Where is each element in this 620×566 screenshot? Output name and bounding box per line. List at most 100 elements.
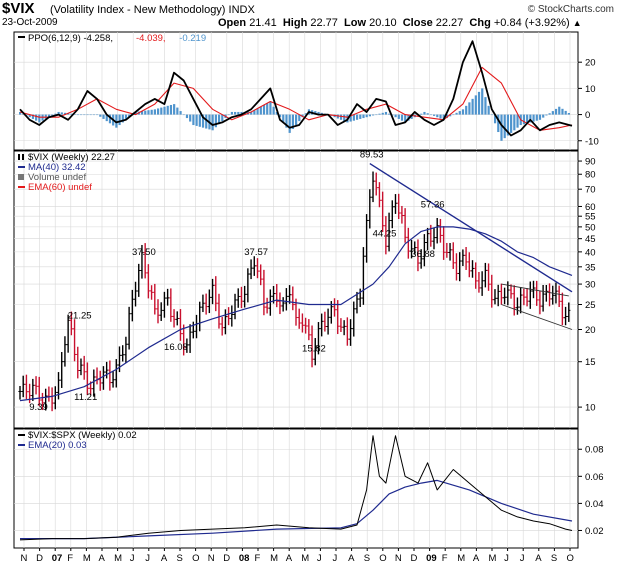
x-axis-month-label: 07 bbox=[52, 553, 63, 564]
ppo-histogram-bar bbox=[76, 114, 79, 116]
ppo-histogram-bar bbox=[384, 111, 388, 115]
ppo-histogram-bar bbox=[70, 113, 73, 115]
ppo-histogram-bar bbox=[487, 105, 490, 115]
ratio-ytick-label: 0.02 bbox=[585, 526, 604, 537]
ppo-histogram-bar bbox=[564, 110, 567, 115]
ppo-histogram-bar bbox=[105, 114, 108, 122]
bars-legend-swatch bbox=[22, 154, 24, 160]
ppo-legend-text: -0.219 bbox=[179, 33, 206, 44]
legend-swatch bbox=[18, 166, 25, 168]
ppo-histogram-bar bbox=[545, 114, 548, 116]
x-axis-month-label: S bbox=[364, 553, 370, 564]
low-label: Low bbox=[344, 17, 367, 29]
ppo-histogram-bar bbox=[291, 114, 294, 129]
price-legend-text: $VIX (Weekly) 22.27 bbox=[28, 152, 115, 163]
ppo-histogram-bar bbox=[465, 105, 468, 115]
price-annotation: 44.25 bbox=[373, 229, 397, 240]
open-label: Open bbox=[218, 17, 247, 29]
x-axis-month-label: S bbox=[551, 553, 557, 564]
ratio-legend-text: EMA(20) 0.03 bbox=[28, 440, 87, 451]
x-axis-month-label: J bbox=[317, 553, 322, 564]
ppo-histogram-bar bbox=[73, 114, 76, 115]
chg-label: Chg bbox=[469, 17, 491, 29]
ppo-histogram-bar bbox=[150, 109, 153, 115]
x-axis-month-label: N bbox=[208, 553, 215, 564]
ppo-histogram-bar bbox=[439, 114, 442, 119]
x-axis-month-label: O bbox=[567, 553, 574, 564]
price-legend-text: Volume undef bbox=[28, 172, 86, 183]
ppo-histogram-bar bbox=[176, 107, 179, 115]
price-ytick-label: 80 bbox=[585, 170, 596, 181]
ppo-histogram-bar bbox=[189, 114, 192, 122]
ppo-histogram-bar bbox=[343, 114, 346, 122]
x-axis-month-label: S bbox=[177, 553, 183, 564]
ppo-histogram-bar bbox=[160, 107, 163, 115]
up-arrow-icon: ▲ bbox=[572, 18, 582, 28]
x-axis-month-label: A bbox=[286, 553, 293, 564]
ratio-legend-swatch bbox=[18, 444, 25, 446]
price-annotation: 89.53 bbox=[360, 150, 384, 161]
channel-top-line bbox=[501, 283, 569, 297]
ppo-histogram-bar bbox=[503, 114, 506, 139]
ppo-histogram-bar bbox=[60, 112, 63, 115]
ratio-panel-frame bbox=[13, 428, 579, 549]
ppo-histogram-bar bbox=[368, 114, 372, 117]
ppo-histogram-bar bbox=[214, 114, 217, 128]
ppo-histogram-bar bbox=[201, 114, 205, 128]
price-ytick-label: 35 bbox=[585, 262, 596, 273]
channel-bottom-line bbox=[501, 304, 573, 330]
ppo-histogram-bar bbox=[115, 114, 118, 128]
ppo-histogram-bar bbox=[298, 114, 301, 122]
ppo-histogram-bar bbox=[285, 114, 288, 128]
ppo-histogram-bar bbox=[355, 114, 359, 120]
x-axis-month-label: F bbox=[67, 553, 73, 564]
ppo-histogram-bar bbox=[118, 114, 121, 126]
ppo-legend-swatch bbox=[18, 36, 25, 38]
ppo-histogram-bar bbox=[217, 114, 221, 125]
ohlc-summary: Open 21.41 High 22.77 Low 20.10 Close 22… bbox=[218, 17, 582, 29]
ppo-histogram-bar bbox=[25, 114, 28, 116]
ppo-histogram-bar bbox=[128, 114, 131, 118]
price-ytick-label: 20 bbox=[585, 325, 596, 336]
price-legend-text: MA(40) 32.42 bbox=[28, 162, 86, 173]
price-annotation: 36.88 bbox=[411, 249, 435, 260]
x-axis-month-label: M bbox=[83, 553, 91, 564]
ppo-histogram-bar bbox=[47, 114, 51, 118]
ratio-ema-line bbox=[20, 479, 573, 540]
ppo-histogram-bar bbox=[256, 108, 259, 115]
ppo-histogram-bar bbox=[272, 106, 275, 115]
ppo-histogram-bar bbox=[538, 114, 542, 120]
ppo-histogram-bar bbox=[445, 114, 449, 119]
price-ytick-label: 40 bbox=[585, 247, 596, 258]
x-axis-month-label: A bbox=[348, 553, 355, 564]
x-axis-month-label: M bbox=[270, 553, 278, 564]
ppo-histogram-bar bbox=[558, 106, 561, 115]
ppo-histogram-bar bbox=[468, 102, 471, 115]
ppo-histogram-bar bbox=[140, 111, 144, 115]
ppo-histogram-bar bbox=[51, 114, 54, 116]
ppo-histogram-bar bbox=[410, 114, 413, 119]
price-annotation: 21.25 bbox=[68, 311, 92, 322]
ppo-histogram-bar bbox=[526, 114, 529, 124]
ppo-histogram-bar bbox=[339, 114, 343, 120]
description-text: (Volatility Index - New Methodology) bbox=[50, 4, 226, 16]
ppo-histogram-bar bbox=[423, 111, 426, 115]
price-annotation: 15.82 bbox=[302, 344, 326, 355]
ppo-histogram-bar bbox=[278, 114, 282, 118]
close-value: 22.27 bbox=[435, 17, 464, 29]
ppo-histogram-bar bbox=[89, 114, 92, 116]
ppo-histogram-bar bbox=[394, 114, 397, 118]
ppo-histogram-bar bbox=[535, 114, 538, 121]
bars-legend-swatch bbox=[18, 154, 20, 160]
quote-date: 23-Oct-2009 bbox=[2, 17, 58, 28]
ma40-line bbox=[19, 226, 573, 402]
ppo-histogram-bar bbox=[506, 114, 510, 136]
ppo-histogram-bar bbox=[205, 114, 208, 129]
ppo-histogram-bar bbox=[63, 112, 67, 115]
price-ytick-label: 25 bbox=[585, 300, 596, 311]
trendline bbox=[369, 162, 573, 293]
ppo-histogram-bar bbox=[38, 114, 41, 123]
ppo-histogram-bar bbox=[388, 113, 391, 115]
symbol-description: (Volatility Index - New Methodology) IND… bbox=[50, 4, 255, 16]
